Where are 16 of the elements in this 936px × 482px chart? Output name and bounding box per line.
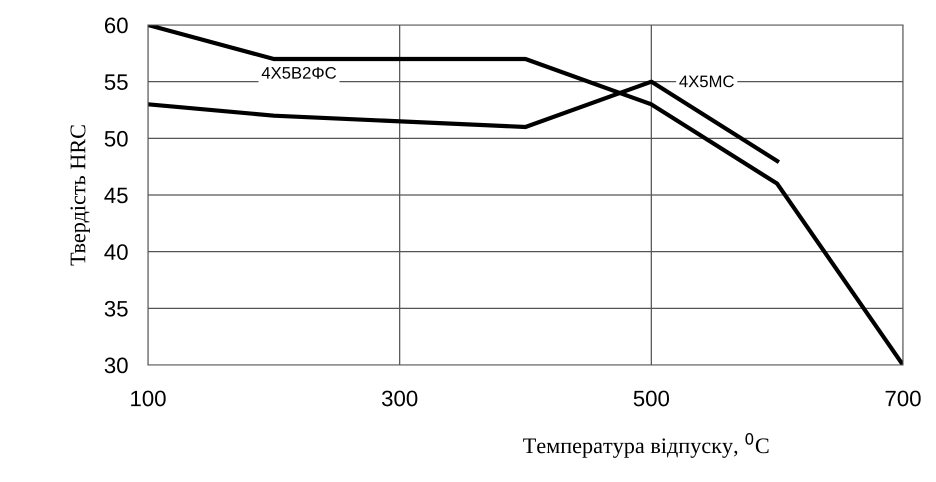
series-label: 4X5MC [679, 75, 734, 88]
y-tick-label: 30 [104, 358, 128, 374]
y-axis-title: Твердість HRC [70, 125, 90, 266]
series-label: 4X5B2ΦC [262, 66, 336, 79]
x-tick-label: 700 [886, 390, 921, 406]
x-axis-title: Температура відпуску, $^{0}$C [523, 433, 768, 458]
y-tick-label: 60 [104, 18, 128, 34]
y-tick-label: 35 [104, 300, 128, 317]
line-series [148, 25, 903, 365]
x-tick-label: 100 [131, 390, 166, 406]
y-tick-label: 50 [104, 130, 128, 147]
y-tick-label: 45 [104, 188, 128, 204]
y-tick-label: 40 [104, 244, 128, 260]
x-tick-label: 300 [382, 390, 418, 406]
y-tick-label: 55 [104, 74, 128, 90]
x-tick-label: 500 [634, 390, 670, 406]
